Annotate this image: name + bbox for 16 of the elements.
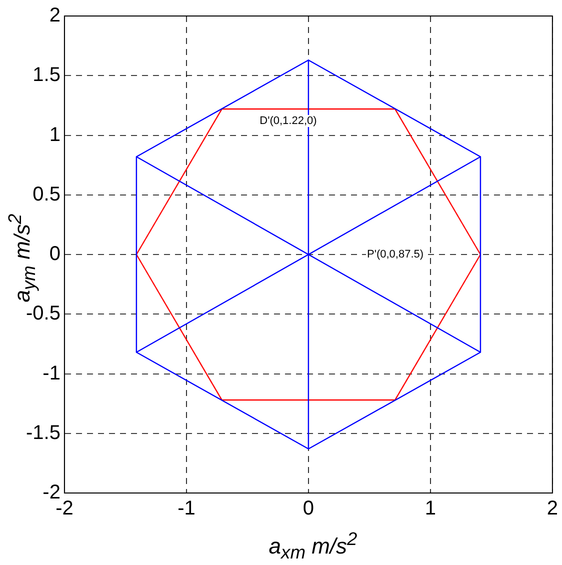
y-tick-label: -1 <box>42 362 60 384</box>
annotation: D'(0,1.22,0) <box>260 114 317 127</box>
y-tick-label: -1.5 <box>26 422 60 444</box>
x-tick-label: 1 <box>424 498 436 520</box>
x-tick-label: 0 <box>302 498 314 520</box>
y-tick-label: 1.5 <box>32 64 60 86</box>
y-tick-label: -0.5 <box>26 302 60 325</box>
y-tick-label: 2 <box>49 4 60 27</box>
y-tick-label: 0.5 <box>32 183 60 206</box>
y-tick-label: 0 <box>49 243 60 266</box>
y-tick-label: -2 <box>42 482 60 504</box>
x-axis-title: a$_{xm}$ m/s$^{2}$ <box>268 528 358 564</box>
x-tick-label: -1 <box>178 498 196 520</box>
y-tick-label: 1 <box>49 124 60 146</box>
annotation: P'(0,0,87.5) <box>367 248 424 261</box>
x-tick-label: 2 <box>546 498 558 520</box>
